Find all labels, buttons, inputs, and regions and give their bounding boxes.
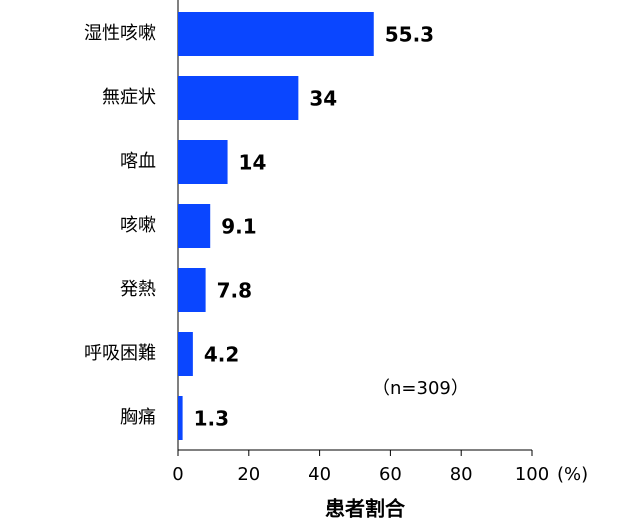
bar	[178, 396, 183, 440]
x-tick-label: 80	[450, 464, 473, 485]
value-label: 7.8	[217, 279, 252, 303]
value-label: 55.3	[385, 23, 434, 47]
x-tick-label: 60	[379, 464, 402, 485]
y-tick-label: 湿性咳嗽	[84, 23, 156, 44]
bar	[178, 140, 228, 184]
bar	[178, 204, 211, 248]
y-tick-label: 喀血	[120, 151, 156, 172]
x-tick-label: 40	[308, 464, 331, 485]
y-tick-label: 咳嗽	[120, 215, 156, 236]
value-label: 1.3	[194, 407, 229, 431]
value-label: 4.2	[204, 343, 239, 367]
x-tick-label: 100	[515, 464, 549, 485]
bar	[178, 12, 374, 56]
bar	[178, 76, 299, 120]
bar	[178, 268, 206, 312]
value-label: 14	[239, 151, 267, 175]
x-tick-label: 20	[237, 464, 260, 485]
y-tick-label: 胸痛	[120, 407, 156, 428]
x-unit: (%)	[557, 464, 588, 485]
value-label: 9.1	[221, 215, 256, 239]
annotation: （n=309）	[372, 378, 469, 399]
y-tick-label: 無症状	[102, 87, 156, 108]
y-tick-label: 発熱	[120, 279, 156, 300]
y-tick-label: 呼吸困難	[84, 343, 156, 364]
x-axis-title: 患者割合	[325, 497, 406, 521]
bar	[178, 332, 193, 376]
value-label: 34	[309, 87, 337, 111]
x-tick-label: 0	[172, 464, 183, 485]
